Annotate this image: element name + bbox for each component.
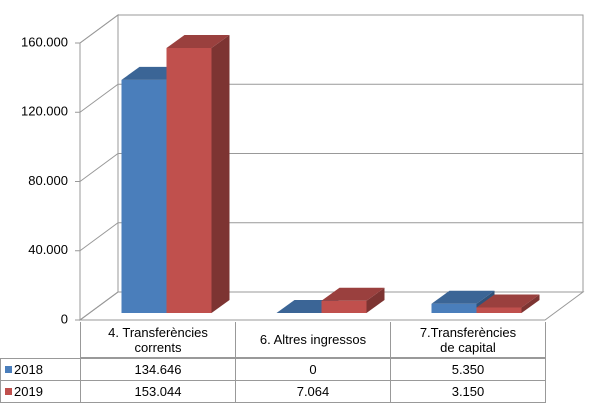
bar-top bbox=[431, 290, 495, 304]
bar-top bbox=[321, 287, 385, 301]
bar-front bbox=[431, 303, 477, 313]
grid-line bbox=[79, 83, 583, 113]
legend-swatch bbox=[5, 388, 12, 395]
bar-front bbox=[121, 79, 167, 314]
y-tick-label: 40.000 bbox=[28, 242, 68, 257]
legend-label: 2018 bbox=[14, 362, 43, 377]
x-tick-label: 7.Transferències de capital bbox=[390, 322, 546, 358]
y-tick-label: 120.000 bbox=[21, 104, 68, 119]
bar-top bbox=[476, 294, 540, 308]
bar bbox=[166, 35, 230, 314]
data-label: 153.044 bbox=[80, 380, 236, 403]
bar bbox=[476, 294, 540, 313]
legend-entry: 2019 bbox=[0, 380, 81, 403]
grid-line bbox=[79, 291, 583, 321]
grid-line bbox=[79, 222, 583, 252]
legend-entry: 2018 bbox=[0, 358, 81, 381]
bar-top bbox=[166, 35, 230, 49]
x-tick-label: 4. Transferències corrents bbox=[80, 322, 236, 358]
bar-side bbox=[211, 35, 230, 314]
data-label: 5.350 bbox=[390, 358, 546, 381]
data-label: 3.150 bbox=[390, 380, 546, 403]
bar bbox=[321, 287, 385, 313]
grid-line bbox=[79, 14, 583, 44]
y-tick-label: 0 bbox=[61, 311, 68, 326]
legend-label: 2019 bbox=[14, 384, 43, 399]
bar-front bbox=[166, 48, 212, 314]
data-label: 7.064 bbox=[235, 380, 391, 403]
y-tick-label: 80.000 bbox=[28, 173, 68, 188]
bar-front bbox=[476, 307, 522, 313]
legend-swatch bbox=[5, 366, 12, 373]
data-label: 0 bbox=[235, 358, 391, 381]
grid-line bbox=[79, 153, 583, 182]
bar-front bbox=[321, 300, 367, 313]
bar-side bbox=[521, 294, 540, 313]
y-tick-label: 160.000 bbox=[21, 34, 68, 49]
x-tick-label: 6. Altres ingressos bbox=[235, 322, 391, 358]
bar-side bbox=[366, 287, 385, 313]
data-label: 134.646 bbox=[80, 358, 236, 381]
